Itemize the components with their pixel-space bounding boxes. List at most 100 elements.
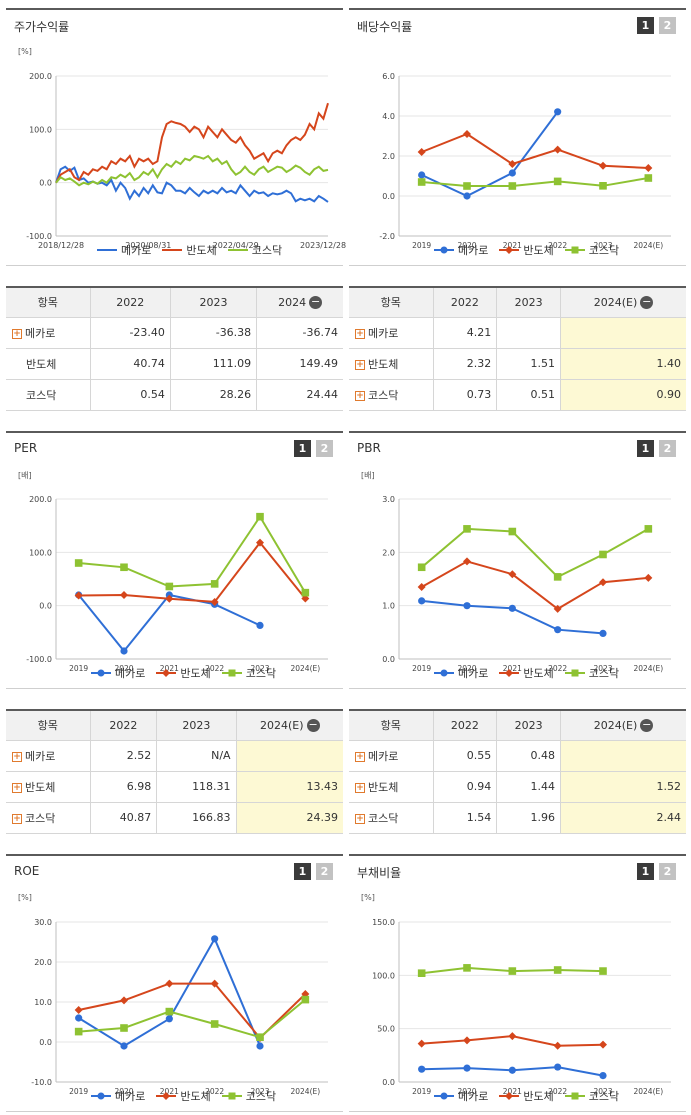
page-1-button[interactable]: 1 xyxy=(294,440,311,457)
series-line-1 xyxy=(421,560,649,611)
table-cell xyxy=(496,317,561,349)
page-1-button[interactable]: 1 xyxy=(637,440,654,457)
legend-item[interactable]: 반도체 xyxy=(155,1088,211,1104)
legend-swatch xyxy=(91,669,111,677)
table-cell: 1.44 xyxy=(496,771,561,803)
page-2-button[interactable]: 2 xyxy=(316,440,333,457)
collapse-icon[interactable]: − xyxy=(306,718,320,732)
legend-item[interactable]: 코스닥 xyxy=(227,242,282,258)
legend-item[interactable]: 메카로 xyxy=(90,1088,145,1104)
collapse-icon[interactable]: − xyxy=(640,718,654,732)
data-point-4 xyxy=(599,161,607,170)
data-point-2 xyxy=(165,1015,173,1023)
expand-icon[interactable]: + xyxy=(355,813,365,824)
expand-icon[interactable]: + xyxy=(355,782,365,793)
legend-label: 메카로 xyxy=(121,244,152,257)
page-1-button[interactable]: 1 xyxy=(637,17,654,34)
header-item: 항목 xyxy=(349,710,433,741)
table-cell: 2.44 xyxy=(560,802,686,834)
table-cell: 111.09 xyxy=(169,348,257,380)
legend-item[interactable]: 반도체 xyxy=(498,665,554,681)
x-tick-label: 2023 xyxy=(593,241,612,250)
page-2-button[interactable]: 2 xyxy=(659,17,676,34)
page-1-button[interactable]: 1 xyxy=(294,863,311,880)
legend-swatch xyxy=(499,669,520,677)
legend-item[interactable]: 반도체 xyxy=(155,665,211,681)
legend-item[interactable]: 메카로 xyxy=(433,1088,488,1104)
table-cell: 0.94 xyxy=(432,771,497,803)
legend-label: 반도체 xyxy=(523,667,554,680)
roe-chart: 30.0 20.0 10.0 0.0 -10.0 2019 2020 2021 2022 2023… xyxy=(31,918,328,1096)
legend-item[interactable]: 코스닥 xyxy=(564,242,619,258)
legend-item[interactable]: 코스닥 xyxy=(564,1088,619,1104)
header-item: 항목 xyxy=(6,710,90,741)
legend-item[interactable]: 반도체 xyxy=(161,242,217,258)
table-cell: 6.98 xyxy=(89,771,157,803)
table-cell xyxy=(235,740,343,772)
x-tick-label: 2021 xyxy=(160,664,179,673)
table-cell: 118.31 xyxy=(156,771,237,803)
table-cell: 0.51 xyxy=(496,379,561,411)
x-tick-label: 2023/12/28 xyxy=(300,241,346,250)
data-point-2 xyxy=(165,1007,174,1016)
data-point-2 xyxy=(508,169,516,177)
page-2-button[interactable]: 2 xyxy=(659,440,676,457)
data-point-0 xyxy=(417,148,426,156)
page-2-button[interactable]: 2 xyxy=(316,863,333,880)
data-point-0 xyxy=(74,1027,83,1036)
header-year: 2024− xyxy=(256,287,343,318)
collapse-icon[interactable]: − xyxy=(309,295,323,309)
legend-item[interactable]: 반도체 xyxy=(498,242,554,258)
collapse-icon[interactable]: − xyxy=(640,295,654,309)
data-point-5 xyxy=(301,995,310,1004)
series-line-0 xyxy=(77,593,261,653)
data-point-3 xyxy=(554,626,562,634)
y-tick-label: 200.0 xyxy=(29,495,52,504)
data-point-5 xyxy=(644,525,653,533)
page-2-button[interactable]: 2 xyxy=(659,863,676,880)
legend-item[interactable]: 메카로 xyxy=(433,242,488,258)
x-tick-label: 2021 xyxy=(503,664,522,673)
legend-item[interactable]: 메카로 xyxy=(433,665,488,681)
data-point-5 xyxy=(301,594,310,603)
legend-item[interactable]: 코스닥 xyxy=(564,665,619,681)
data-point-4 xyxy=(256,1033,264,1041)
x-tick-label: 2022 xyxy=(548,241,567,250)
expand-icon[interactable]: + xyxy=(355,390,365,401)
x-tick-label: 2023 xyxy=(593,664,612,673)
data-point-1 xyxy=(463,182,471,190)
expand-icon[interactable]: + xyxy=(355,359,365,370)
legend-label: 코스닥 xyxy=(251,244,283,257)
data-point-1 xyxy=(120,563,128,572)
legend-item[interactable]: 코스닥 xyxy=(221,665,276,681)
x-tick-label: 2021 xyxy=(160,1087,179,1096)
legend-item[interactable]: 코스닥 xyxy=(221,1088,276,1104)
legend-swatch xyxy=(156,669,177,677)
data-point-3 xyxy=(553,604,562,613)
y-tick-label: -10.0 xyxy=(31,1078,52,1087)
legend: 메카로 반도체 코스닥 xyxy=(90,665,276,681)
header-item: 항목 xyxy=(6,287,90,318)
data-point-4 xyxy=(599,578,607,587)
dividend-yield-panel: 배당수익률 1 2 6.0 4.0 2.0 0.0 -2.0 2019 2020 2021 20… xyxy=(349,8,686,266)
data-point-3 xyxy=(210,597,219,606)
x-tick-label: 2019 xyxy=(412,664,431,673)
expand-icon[interactable]: + xyxy=(12,751,22,762)
data-point-3 xyxy=(554,108,562,116)
expand-icon[interactable]: + xyxy=(355,751,365,762)
legend-item[interactable]: 메카로 xyxy=(90,665,145,681)
legend: 메카로 반도체 코스닥 xyxy=(433,242,619,258)
data-point-2 xyxy=(165,594,174,603)
y-tick-label: -100.0 xyxy=(26,655,52,664)
expand-icon[interactable]: + xyxy=(12,813,22,824)
x-tick-label: 2019 xyxy=(412,241,431,250)
page-1-button[interactable]: 1 xyxy=(637,863,654,880)
data-point-3 xyxy=(211,935,219,943)
expand-icon[interactable]: + xyxy=(12,328,22,339)
row-label: + 코스닥 xyxy=(349,379,433,411)
header-year: 2022 xyxy=(432,710,497,741)
expand-icon[interactable]: + xyxy=(355,328,365,339)
legend-item[interactable]: 반도체 xyxy=(498,1088,554,1104)
expand-icon[interactable]: + xyxy=(12,782,22,793)
legend-item[interactable]: 메카로 xyxy=(96,242,151,258)
